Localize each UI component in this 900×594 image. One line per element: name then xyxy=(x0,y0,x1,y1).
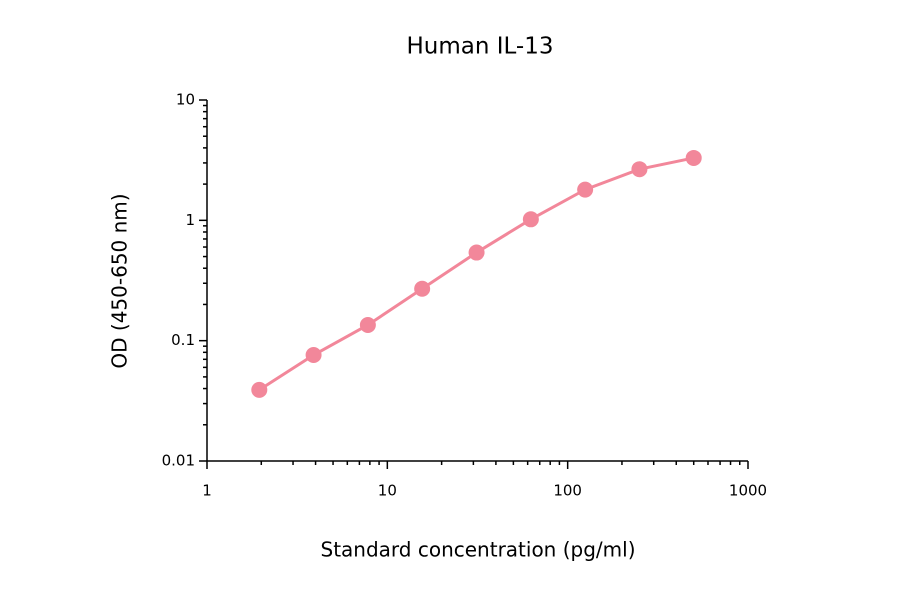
x-tick-label: 10 xyxy=(378,482,397,500)
x-tick-label: 100 xyxy=(553,482,582,500)
chart-title: Human IL-13 xyxy=(406,34,553,60)
y-tick-label: 10 xyxy=(176,91,195,109)
data-point xyxy=(359,316,376,333)
x-tick-label: 1000 xyxy=(729,482,767,500)
series-line xyxy=(258,156,695,392)
data-point xyxy=(251,381,268,398)
data-point xyxy=(685,149,702,166)
y-axis-label: OD (450-650 nm) xyxy=(108,193,132,368)
data-point xyxy=(414,280,431,297)
x-tick-label: 1 xyxy=(202,482,212,500)
y-tick-label: 0.1 xyxy=(171,331,195,349)
data-point xyxy=(577,181,594,198)
data-point xyxy=(522,211,539,228)
y-tick-label: 0.01 xyxy=(162,452,195,470)
data-point xyxy=(305,347,322,364)
data-point xyxy=(631,161,648,178)
x-axis-label: Standard concentration (pg/ml) xyxy=(321,538,636,562)
y-tick-label: 1 xyxy=(185,211,195,229)
data-point xyxy=(468,244,485,261)
